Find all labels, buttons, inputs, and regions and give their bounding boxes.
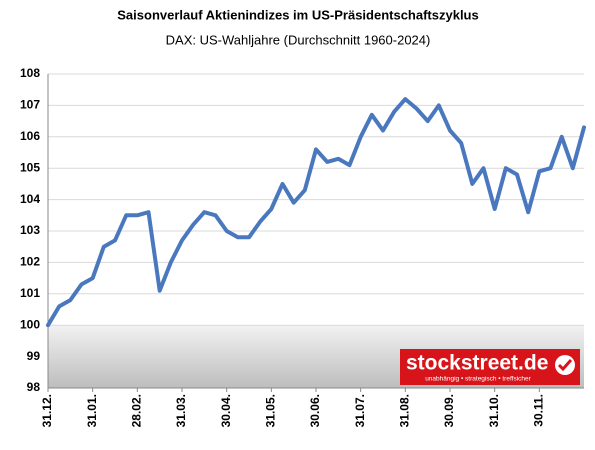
logo-box <box>400 349 580 385</box>
x-tick-label: 31.07. <box>353 394 367 427</box>
y-tick-label: 106 <box>20 129 40 143</box>
y-tick-label: 105 <box>20 160 40 174</box>
x-tick-label: 31.01. <box>85 394 99 427</box>
logo-check <box>557 359 573 372</box>
chart-subtitle: DAX: US-Wahljahre (Durchschnitt 1960-202… <box>166 32 431 47</box>
y-tick-label: 98 <box>27 380 41 394</box>
y-tick-label: 104 <box>20 192 40 206</box>
y-tick-label: 101 <box>20 286 40 300</box>
x-tick-label: 31.12. <box>40 394 54 427</box>
logo-text: stockstreet.de <box>406 352 548 375</box>
x-tick-label: 30.06. <box>308 394 322 427</box>
x-tick-label: 31.10. <box>487 394 501 427</box>
y-tick-label: 107 <box>20 98 40 112</box>
x-tick-label: 30.11. <box>532 394 546 427</box>
x-tick-label: 31.08. <box>398 394 412 427</box>
x-tick-label: 31.05. <box>264 394 278 427</box>
x-tick-label: 28.02. <box>130 394 144 427</box>
y-tick-label: 108 <box>20 66 40 80</box>
line <box>46 97 586 328</box>
y-tick-label: 100 <box>20 317 40 331</box>
y-tick-label: 99 <box>27 349 41 363</box>
x-tick-label: 30.04. <box>219 394 233 427</box>
y-tick-label: 102 <box>20 255 40 269</box>
y-tick-label: 103 <box>20 223 40 237</box>
logo-tagline: unabhängig • strategisch • treffsicher <box>425 376 531 383</box>
x-tick-label: 31.03. <box>174 394 188 427</box>
x-tick-label: 30.09. <box>442 394 456 427</box>
chart-title: Saisonverlauf Aktienindizes im US-Präsid… <box>117 7 478 22</box>
logo: stockstreet.de unabhängig • strategisch … <box>400 349 580 385</box>
